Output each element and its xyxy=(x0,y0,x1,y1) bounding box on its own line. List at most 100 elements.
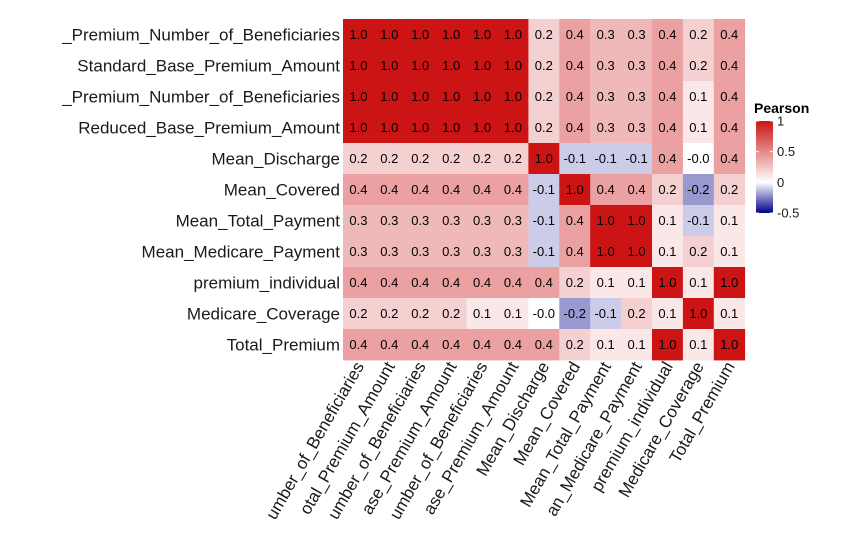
cell-value-label: 1.0 xyxy=(535,151,553,166)
cell-value-label: 1.0 xyxy=(349,89,367,104)
cell-value-label: 0.4 xyxy=(380,337,398,352)
cell-value-label: 1.0 xyxy=(473,58,491,73)
cell-value-label: 1.0 xyxy=(442,89,460,104)
heatmap-cell xyxy=(652,267,684,299)
cell-value-label: 0.4 xyxy=(349,337,367,352)
heatmap-cell xyxy=(373,112,406,144)
heatmap-cell xyxy=(343,298,375,330)
cell-value-label: 0.4 xyxy=(658,89,676,104)
heatmap-cell xyxy=(435,143,467,175)
cell-value-label: 0.1 xyxy=(597,337,615,352)
heatmap-cell xyxy=(343,205,375,237)
row-label: Mean_Medicare_Payment xyxy=(142,243,341,262)
cell-value-label: 0.4 xyxy=(380,182,398,197)
heatmap-cell xyxy=(528,329,560,361)
row-label: _Premium_Number_of_Beneficiaries xyxy=(61,26,340,45)
heatmap-cell xyxy=(713,19,746,51)
heatmap-cell xyxy=(713,267,746,299)
row-label: premium_individual xyxy=(194,274,340,293)
cell-value-label: 0.3 xyxy=(504,213,522,228)
cell-value-label: 0.1 xyxy=(658,306,676,321)
heatmap-cell xyxy=(373,81,406,113)
cell-value-label: 0.4 xyxy=(349,182,367,197)
heatmap-cell xyxy=(497,112,529,144)
heatmap-cell xyxy=(466,329,498,361)
cell-value-label: 1.0 xyxy=(380,120,398,135)
cell-value-label: 1.0 xyxy=(411,89,429,104)
heatmap-cells xyxy=(343,19,746,361)
cell-value-label: 1.0 xyxy=(442,120,460,135)
heatmap-cell xyxy=(404,112,437,144)
heatmap-cell xyxy=(559,19,591,51)
cell-value-label: 0.2 xyxy=(535,27,553,42)
heatmap-cell xyxy=(404,143,437,175)
heatmap-cell xyxy=(343,81,375,113)
heatmap-cell xyxy=(373,205,406,237)
cell-value-label: 0.2 xyxy=(689,27,707,42)
heatmap-cell xyxy=(559,298,591,330)
heatmap-cell xyxy=(373,174,406,206)
heatmap-cell xyxy=(621,329,653,361)
heatmap-cell xyxy=(343,329,375,361)
cell-value-label: 0.2 xyxy=(628,306,646,321)
heatmap-cell xyxy=(435,50,467,82)
heatmap-cell xyxy=(528,298,560,330)
cell-value-label: 1.0 xyxy=(411,27,429,42)
heatmap-cell xyxy=(621,298,653,330)
heatmap-cell xyxy=(466,19,498,51)
cell-value-label: -0.0 xyxy=(533,306,555,321)
cell-value-label: 0.2 xyxy=(535,58,553,73)
cell-value-label: 0.4 xyxy=(473,337,491,352)
heatmap-cell xyxy=(343,19,375,51)
heatmap-cell xyxy=(404,205,437,237)
heatmap-cell xyxy=(652,205,684,237)
cell-value-label: 1.0 xyxy=(720,337,738,352)
cell-value-label: 0.1 xyxy=(658,213,676,228)
heatmap-cell xyxy=(343,50,375,82)
heatmap-cell xyxy=(343,236,375,268)
heatmap-cell xyxy=(497,81,529,113)
cell-value-label: 0.3 xyxy=(380,213,398,228)
cell-value-label: 0.4 xyxy=(411,275,429,290)
heatmap-cell xyxy=(497,205,529,237)
heatmap-cell xyxy=(559,205,591,237)
cell-value-label: 1.0 xyxy=(473,120,491,135)
heatmap-cell xyxy=(621,112,653,144)
cell-value-label: 1.0 xyxy=(442,27,460,42)
row-label: Standard_Base_Premium_Amount xyxy=(77,57,340,76)
heatmap-cell xyxy=(682,50,715,82)
row-label: Medicare_Coverage xyxy=(187,305,340,324)
heatmap-cell xyxy=(590,143,622,175)
cell-value-label: 0.4 xyxy=(504,337,522,352)
cell-value-label: 0.2 xyxy=(380,151,398,166)
heatmap-cell xyxy=(713,298,746,330)
cell-value-label: 1.0 xyxy=(720,275,738,290)
cell-value-label: 1.0 xyxy=(628,213,646,228)
heatmap-cell xyxy=(682,19,715,51)
heatmap-cell xyxy=(652,329,684,361)
heatmap-cell xyxy=(528,174,560,206)
cell-value-label: 0.4 xyxy=(566,120,584,135)
cell-value-label: 0.3 xyxy=(628,58,646,73)
cell-value-label: 0.2 xyxy=(504,151,522,166)
heatmap-cell xyxy=(497,329,529,361)
heatmap-cell xyxy=(682,112,715,144)
cell-value-label: 1.0 xyxy=(349,58,367,73)
heatmap-cell xyxy=(373,236,406,268)
row-label: Reduced_Base_Premium_Amount xyxy=(78,119,340,138)
heatmap-cell xyxy=(343,174,375,206)
heatmap-cell xyxy=(404,81,437,113)
cell-value-label: 0.4 xyxy=(442,182,460,197)
heatmap-cell xyxy=(497,19,529,51)
cell-value-label: 0.2 xyxy=(535,120,553,135)
heatmap-cell-labels: 1.0 1.0 1.0 1.0 1.0 1.0 0.2 0.4 0.3 0.3 0.4 0.2 0.4 1… xyxy=(349,27,738,352)
cell-value-label: 0.4 xyxy=(535,337,553,352)
cell-value-label: 0.1 xyxy=(473,306,491,321)
cell-value-label: 0.4 xyxy=(720,120,738,135)
heatmap-cell xyxy=(528,236,560,268)
cell-value-label: 0.2 xyxy=(658,182,676,197)
heatmap-cell xyxy=(713,81,746,113)
heatmap-cell xyxy=(682,329,715,361)
column-labels: umber_of_Beneficiariesotal_Premium_Amoun… xyxy=(262,358,739,522)
cell-value-label: 0.1 xyxy=(720,213,738,228)
